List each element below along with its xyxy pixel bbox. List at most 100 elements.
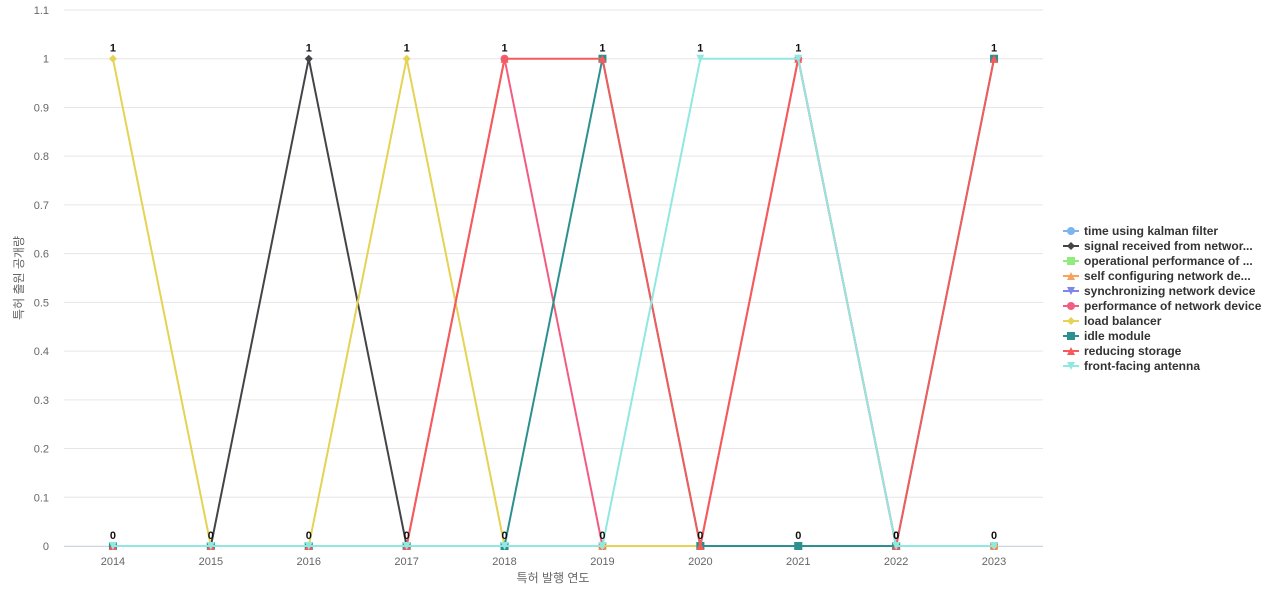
- legend-item[interactable]: front-facing antenna: [1063, 359, 1200, 373]
- legend-item[interactable]: time using kalman filter: [1063, 224, 1218, 238]
- data-point: [598, 54, 607, 63]
- legend-label: signal received from networ...: [1084, 239, 1253, 253]
- y-tick-label: 0.4: [34, 346, 49, 358]
- x-tick-label: 2018: [492, 556, 516, 568]
- data-point: [500, 54, 509, 63]
- data-label: 1: [599, 43, 605, 55]
- legend-item[interactable]: reducing storage: [1063, 344, 1182, 358]
- x-tick-label: 2019: [590, 556, 614, 568]
- data-label: 0: [991, 530, 997, 542]
- legend-label: self configuring network de...: [1084, 269, 1251, 283]
- legend-marker: [1067, 362, 1075, 370]
- legend-marker: [1067, 332, 1075, 340]
- x-tick-label: 2017: [394, 556, 418, 568]
- data-point: [402, 54, 411, 63]
- data-label: 0: [697, 530, 703, 542]
- data-label: 1: [110, 43, 116, 55]
- data-label: 0: [893, 530, 899, 542]
- series-lines: [108, 54, 999, 550]
- y-tick-label: 0.5: [34, 297, 49, 309]
- x-tick-label: 2020: [688, 556, 712, 568]
- data-point: [990, 542, 999, 550]
- data-label: 1: [404, 43, 410, 55]
- y-tick-label: 1.1: [34, 5, 49, 17]
- x-tick-label: 2022: [884, 556, 908, 568]
- data-label: 0: [208, 530, 214, 542]
- legend-label: idle module: [1084, 329, 1151, 343]
- data-point: [500, 542, 509, 550]
- legend-label: front-facing antenna: [1084, 359, 1200, 373]
- y-axis-title: 특허 출원 공개량: [12, 236, 26, 320]
- legend-label: time using kalman filter: [1084, 224, 1218, 238]
- x-tick-label: 2023: [982, 556, 1006, 568]
- legend-item[interactable]: self configuring network de...: [1063, 269, 1251, 283]
- y-tick-label: 0: [43, 541, 49, 553]
- data-label: 0: [893, 530, 899, 542]
- legend-item[interactable]: idle module: [1063, 329, 1151, 343]
- legend-label: load balancer: [1084, 314, 1162, 328]
- data-point: [304, 54, 313, 63]
- y-axis-ticks: 0 0.1 0.2 0.3 0.4 0.5 0.6 0.7 0.8 0.9 1 1.1: [34, 5, 49, 553]
- y-tick-label: 0.7: [34, 200, 49, 212]
- series-line: [112, 57, 995, 547]
- y-tick-label: 0.8: [34, 151, 49, 163]
- legend-marker: [1067, 242, 1075, 250]
- grid-lines: [64, 9, 1043, 547]
- data-point: [206, 542, 215, 550]
- data-point: [304, 542, 313, 550]
- x-tick-label: 2021: [786, 556, 810, 568]
- legend-item[interactable]: signal received from networ...: [1063, 239, 1253, 253]
- legend-item[interactable]: performance of network device: [1063, 299, 1262, 313]
- legend-label: reducing storage: [1084, 344, 1182, 358]
- y-tick-label: 0.2: [34, 444, 49, 456]
- x-axis-title: 특허 발행 연도: [517, 570, 590, 585]
- data-label: 0: [795, 530, 801, 542]
- data-point: [794, 54, 803, 63]
- y-tick-label: 1: [43, 54, 49, 66]
- data-label: 1: [697, 43, 703, 55]
- legend-marker: [1067, 272, 1075, 280]
- legend-marker: [1067, 257, 1075, 265]
- legend-item[interactable]: load balancer: [1063, 314, 1162, 328]
- data-label: 1: [306, 43, 312, 55]
- data-label: 0: [306, 530, 312, 542]
- legend-marker: [1067, 287, 1075, 295]
- data-label: 1: [501, 43, 507, 55]
- data-point: [794, 542, 803, 550]
- data-label: 0: [110, 530, 116, 542]
- y-tick-label: 0.1: [34, 492, 49, 504]
- data-point: [402, 542, 411, 550]
- legend-label: operational performance of ...: [1084, 254, 1253, 268]
- data-point: [108, 542, 117, 550]
- data-label: 0: [404, 530, 410, 542]
- x-tick-label: 2015: [199, 556, 223, 568]
- y-tick-label: 0.6: [34, 249, 49, 261]
- data-point: [892, 542, 901, 550]
- data-label: 1: [795, 43, 801, 55]
- x-tick-label: 2016: [297, 556, 321, 568]
- legend-marker: [1067, 317, 1075, 325]
- legend-marker: [1067, 227, 1075, 235]
- y-tick-label: 0.9: [34, 102, 49, 114]
- legend-item[interactable]: synchronizing network device: [1063, 284, 1256, 298]
- data-point: [696, 54, 705, 63]
- legend-item[interactable]: operational performance of ...: [1063, 254, 1253, 268]
- legend-label: synchronizing network device: [1084, 284, 1256, 298]
- y-tick-label: 0.3: [34, 395, 49, 407]
- data-label: 0: [599, 530, 605, 542]
- legend-marker: [1067, 302, 1075, 310]
- legend-label: performance of network device: [1084, 299, 1262, 313]
- data-point: [696, 542, 705, 550]
- data-point: [108, 54, 117, 63]
- data-label: 1: [991, 43, 997, 55]
- data-point: [990, 54, 999, 63]
- series-9: [108, 54, 999, 550]
- x-tick-label: 2014: [101, 556, 125, 568]
- x-axis-ticks: 2014 2015 2016 2017 2018 2019 2020 2021 2022 2023: [101, 556, 1007, 568]
- data-point: [598, 542, 607, 550]
- legend-marker: [1067, 347, 1075, 355]
